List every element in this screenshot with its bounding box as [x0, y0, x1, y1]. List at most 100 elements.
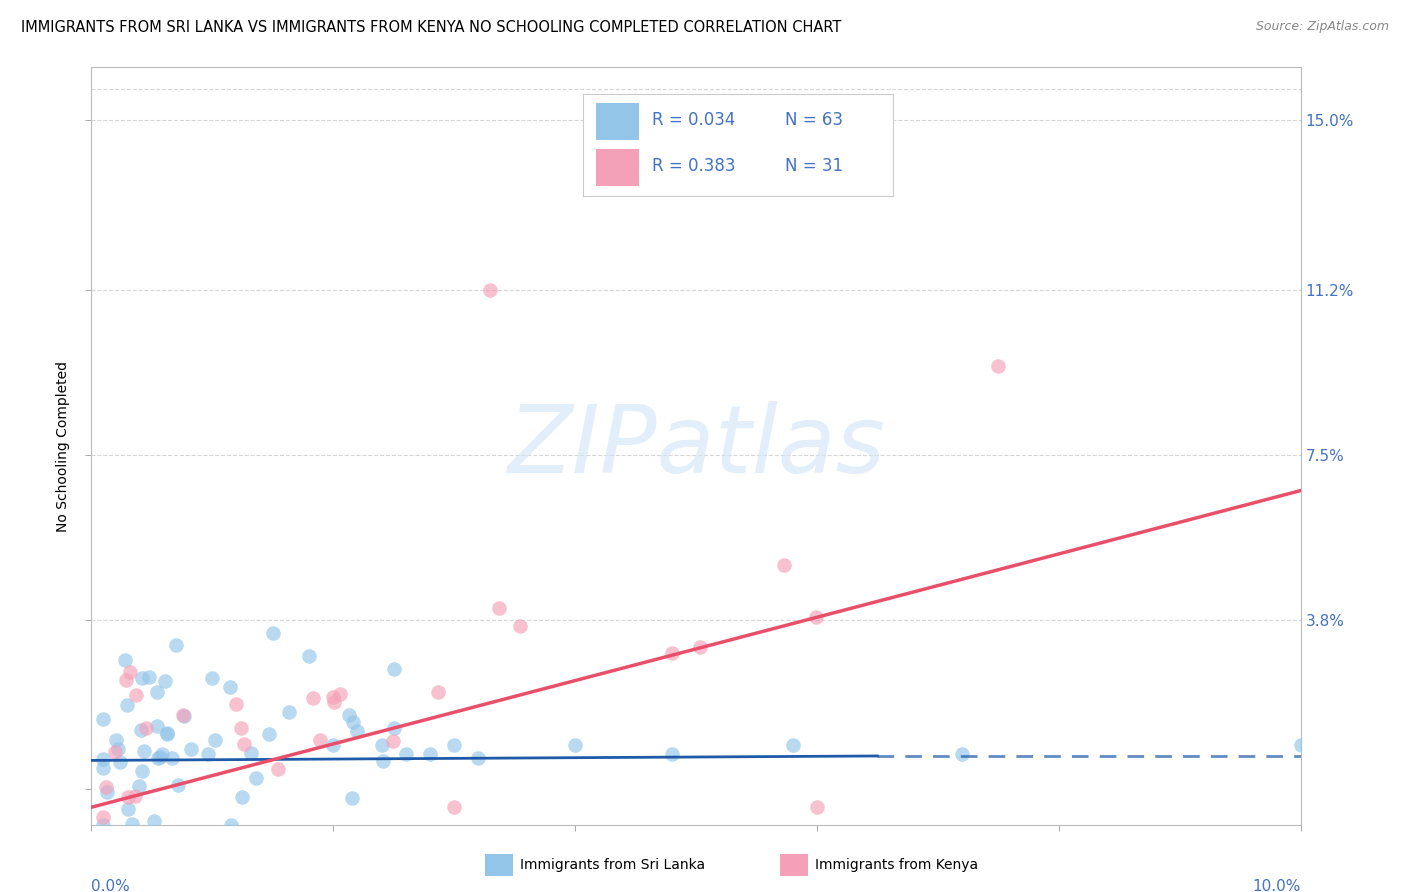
Point	[115, 673, 138, 687]
Point	[278, 705, 301, 719]
Point	[419, 747, 441, 761]
Text: ZIPatlas: ZIPatlas	[508, 401, 884, 491]
Point	[426, 684, 449, 698]
Point	[138, 670, 160, 684]
Point	[204, 733, 226, 747]
Point	[322, 690, 344, 705]
Point	[124, 688, 146, 702]
Point	[467, 751, 489, 765]
Point	[229, 721, 252, 735]
Text: Immigrants from Kenya: Immigrants from Kenya	[815, 858, 979, 872]
Point	[104, 745, 127, 759]
Point	[173, 708, 195, 723]
Point	[153, 673, 176, 688]
Point	[772, 558, 794, 572]
Point	[108, 755, 131, 769]
Point	[120, 665, 142, 679]
Text: 0.0%: 0.0%	[91, 879, 131, 892]
Point	[245, 772, 267, 786]
Point	[167, 777, 190, 791]
Point	[443, 800, 465, 814]
Point	[342, 715, 364, 730]
Bar	[596, 103, 640, 140]
Point	[371, 754, 394, 768]
Point	[93, 713, 115, 727]
Point	[1289, 738, 1312, 752]
Point	[135, 721, 157, 735]
Point	[148, 751, 170, 765]
Point	[146, 719, 169, 733]
Point	[117, 802, 139, 816]
Y-axis label: No Schooling Completed: No Schooling Completed	[56, 360, 70, 532]
Point	[96, 785, 118, 799]
Point	[346, 724, 368, 739]
Point	[93, 761, 115, 775]
Point	[218, 680, 240, 694]
Point	[395, 747, 418, 761]
Point	[117, 790, 139, 805]
Point	[180, 742, 202, 756]
Point	[146, 684, 169, 698]
Point	[121, 817, 143, 831]
Point	[987, 359, 1010, 373]
Point	[382, 662, 405, 676]
Point	[262, 626, 284, 640]
Point	[564, 738, 586, 752]
Point	[298, 648, 321, 663]
Point	[337, 708, 360, 723]
Point	[382, 733, 405, 747]
Point	[107, 742, 129, 756]
Bar	[596, 149, 640, 186]
Point	[806, 800, 828, 814]
Point	[129, 723, 152, 737]
Point	[322, 738, 344, 752]
Point	[105, 733, 128, 747]
Text: N = 31: N = 31	[785, 158, 842, 176]
Point	[225, 697, 247, 711]
Point	[93, 810, 115, 824]
Point	[308, 732, 330, 747]
Point	[257, 726, 280, 740]
Point	[239, 747, 262, 761]
Point	[197, 747, 219, 761]
Point	[114, 652, 136, 666]
Point	[132, 744, 155, 758]
Point	[201, 671, 224, 685]
Point	[231, 790, 253, 805]
Point	[165, 638, 187, 652]
Point	[804, 610, 827, 624]
Text: R = 0.034: R = 0.034	[651, 112, 735, 129]
Point	[488, 601, 510, 615]
Point	[689, 640, 711, 655]
Point	[93, 818, 115, 832]
Point	[302, 690, 325, 705]
Point	[93, 751, 115, 765]
Point	[143, 814, 166, 828]
Point	[124, 789, 146, 804]
Point	[156, 726, 179, 740]
Text: 10.0%: 10.0%	[1253, 879, 1301, 892]
Point	[160, 751, 183, 765]
Point	[115, 698, 138, 712]
Point	[233, 737, 256, 751]
Point	[172, 708, 194, 723]
Point	[131, 671, 153, 685]
Point	[479, 283, 502, 297]
Text: IMMIGRANTS FROM SRI LANKA VS IMMIGRANTS FROM KENYA NO SCHOOLING COMPLETED CORREL: IMMIGRANTS FROM SRI LANKA VS IMMIGRANTS …	[21, 20, 841, 35]
Point	[156, 727, 179, 741]
Point	[149, 750, 172, 764]
Point	[94, 780, 117, 794]
Point	[443, 738, 465, 752]
Point	[382, 721, 405, 735]
Point	[782, 738, 804, 752]
Point	[267, 762, 290, 776]
Point	[323, 694, 346, 708]
Text: N = 63: N = 63	[785, 112, 842, 129]
Point	[128, 779, 150, 793]
Point	[370, 738, 392, 752]
Point	[342, 791, 364, 805]
Point	[131, 764, 153, 779]
Point	[329, 687, 352, 701]
Text: R = 0.383: R = 0.383	[651, 158, 735, 176]
Text: Immigrants from Sri Lanka: Immigrants from Sri Lanka	[520, 858, 706, 872]
